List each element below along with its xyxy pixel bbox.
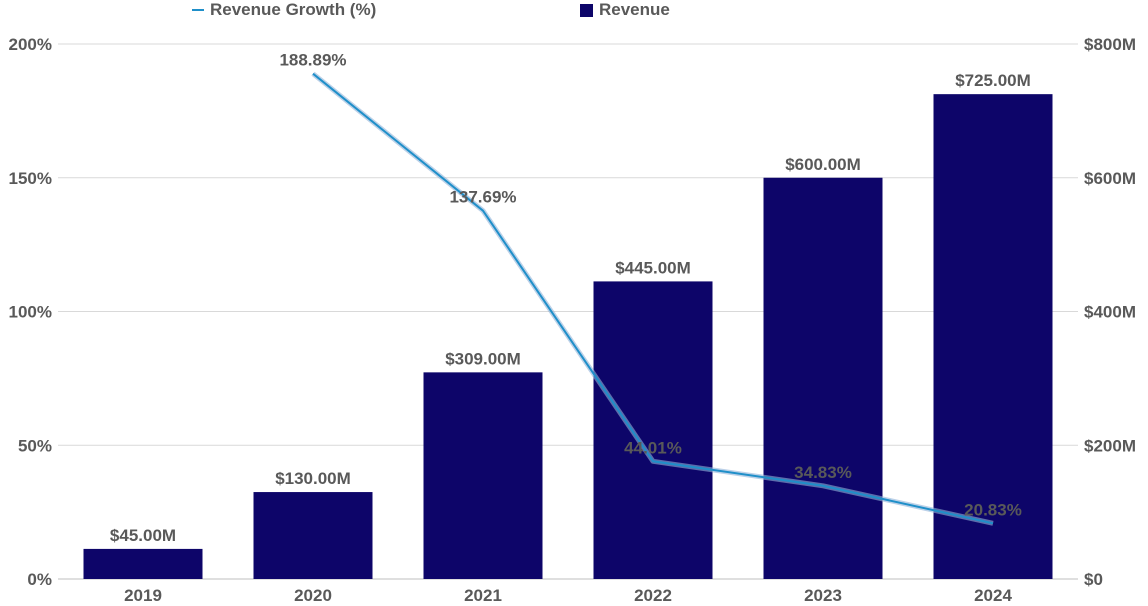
legend-square-swatch xyxy=(580,3,593,17)
legend-item-growth[interactable]: Revenue Growth (%) xyxy=(192,0,376,20)
growth-line xyxy=(312,72,994,525)
revenue-bar-label: $445.00M xyxy=(615,258,691,277)
y-right-tick-label: $200M xyxy=(1084,436,1136,455)
legend-label-growth: Revenue Growth (%) xyxy=(210,0,377,19)
revenue-bar-label: $45.00M xyxy=(110,526,176,545)
revenue-bar-label: $309.00M xyxy=(445,349,521,368)
revenue-bar xyxy=(593,281,713,579)
revenue-bar xyxy=(423,372,543,579)
revenue-bar xyxy=(83,548,203,579)
x-tick-label: 2019 xyxy=(124,586,162,605)
y-left-tick-label: 50% xyxy=(18,436,52,455)
y-right-tick-label: $800M xyxy=(1084,35,1136,54)
x-tick-label: 2021 xyxy=(464,586,502,605)
growth-point-label: 20.83% xyxy=(964,500,1022,519)
growth-point-label: 44.01% xyxy=(624,438,682,457)
legend-label-revenue: Revenue xyxy=(599,0,670,19)
growth-point-label: 137.69% xyxy=(449,188,516,207)
growth-point-label: 34.83% xyxy=(794,463,852,482)
legend-item-revenue[interactable]: Revenue xyxy=(580,0,670,20)
y-right-tick-label: $400M xyxy=(1084,303,1136,322)
revenue-bar xyxy=(933,94,1053,579)
x-tick-label: 2020 xyxy=(294,586,332,605)
revenue-bar-label: $130.00M xyxy=(275,469,351,488)
legend-line-swatch xyxy=(192,9,204,11)
y-left-tick-label: 0% xyxy=(27,570,52,589)
growth-point-label: 188.89% xyxy=(279,51,346,70)
x-tick-label: 2022 xyxy=(634,586,672,605)
revenue-bar xyxy=(253,492,373,579)
y-left-tick-label: 100% xyxy=(9,303,52,322)
x-tick-label: 2023 xyxy=(804,586,842,605)
y-right-tick-label: $600M xyxy=(1084,169,1136,188)
revenue-bar xyxy=(763,177,883,579)
revenue-bar-label: $600.00M xyxy=(785,155,861,174)
y-left-tick-label: 200% xyxy=(9,35,52,54)
y-left-tick-label: 150% xyxy=(9,169,52,188)
x-tick-label: 2024 xyxy=(974,586,1012,605)
y-right-tick-label: $0 xyxy=(1084,570,1103,589)
revenue-bar-label: $725.00M xyxy=(955,71,1031,90)
